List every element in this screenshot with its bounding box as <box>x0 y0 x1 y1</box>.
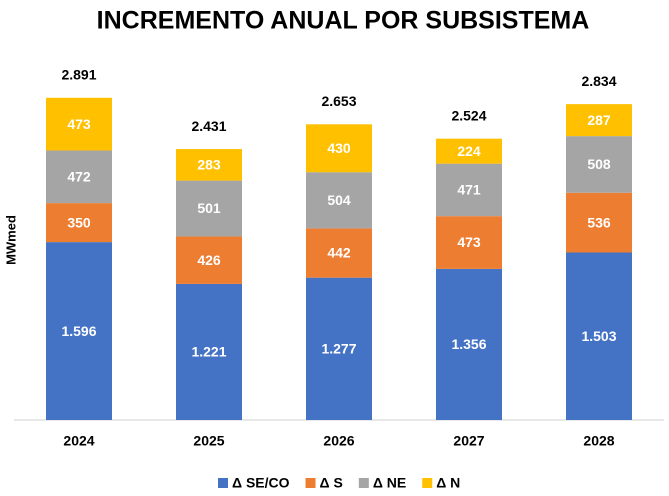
bar-segment <box>306 228 372 278</box>
total-label: 2.431 <box>191 118 226 134</box>
bar-segment <box>436 138 502 164</box>
chart-title: INCREMENTO ANUAL POR SUBSISTEMA <box>97 7 590 35</box>
value-label: 536 <box>587 214 611 230</box>
x-tick-label: 2028 <box>583 433 614 449</box>
bar-segment <box>46 150 112 204</box>
x-tick-label: 2024 <box>63 433 94 449</box>
bar-segment <box>436 268 502 420</box>
value-label: 508 <box>587 156 611 172</box>
value-label: 1.356 <box>451 336 486 352</box>
bar-segment <box>46 242 112 420</box>
value-label: 471 <box>457 182 481 198</box>
value-label: 287 <box>587 112 611 128</box>
bar-segment <box>176 236 242 284</box>
legend-swatch <box>218 478 228 488</box>
value-label: 442 <box>327 245 351 261</box>
bar-segment <box>306 124 372 173</box>
value-label: 1.277 <box>321 341 356 357</box>
bar-segment <box>306 172 372 229</box>
total-label: 2.891 <box>61 66 96 82</box>
bar-segment <box>306 277 372 420</box>
value-label: 426 <box>197 252 221 268</box>
value-label: 472 <box>67 169 91 185</box>
bar-segment <box>46 203 112 243</box>
total-label: 2.834 <box>581 73 616 89</box>
bar-segment <box>566 192 632 253</box>
value-label: 504 <box>327 192 351 208</box>
value-label: 224 <box>457 143 481 159</box>
bar-segment <box>566 252 632 420</box>
value-label: 473 <box>67 116 91 132</box>
bar-segment <box>176 180 242 237</box>
total-label: 2.524 <box>451 107 486 123</box>
value-label: 1.503 <box>581 328 616 344</box>
value-label: 350 <box>67 214 91 230</box>
x-tick-label: 2027 <box>453 433 484 449</box>
value-label: 1.221 <box>191 344 226 360</box>
value-label: 473 <box>457 234 481 250</box>
legend-swatch <box>422 478 433 488</box>
legend-label: Δ NE <box>373 475 406 491</box>
bar-segment <box>176 283 242 420</box>
bar-segment <box>46 97 112 151</box>
y-axis-label: MWmed <box>3 215 18 265</box>
legend-label: Δ N <box>436 475 460 491</box>
x-tick-label: 2026 <box>323 433 354 449</box>
legend-label: Δ SE/CO <box>232 475 290 491</box>
bar-segment <box>176 149 242 181</box>
total-label: 2.653 <box>321 93 356 109</box>
bar-segment <box>566 136 632 193</box>
bar-segment <box>436 163 502 217</box>
x-tick-label: 2025 <box>193 433 224 449</box>
bar-segment <box>566 104 632 137</box>
legend-label: Δ S <box>320 475 343 491</box>
value-label: 283 <box>197 157 221 173</box>
value-label: 430 <box>327 140 351 156</box>
value-label: 501 <box>197 200 221 216</box>
legend-swatch <box>305 478 316 488</box>
legend-swatch <box>358 478 369 488</box>
value-label: 1.596 <box>61 323 96 339</box>
bar-segment <box>436 216 502 269</box>
